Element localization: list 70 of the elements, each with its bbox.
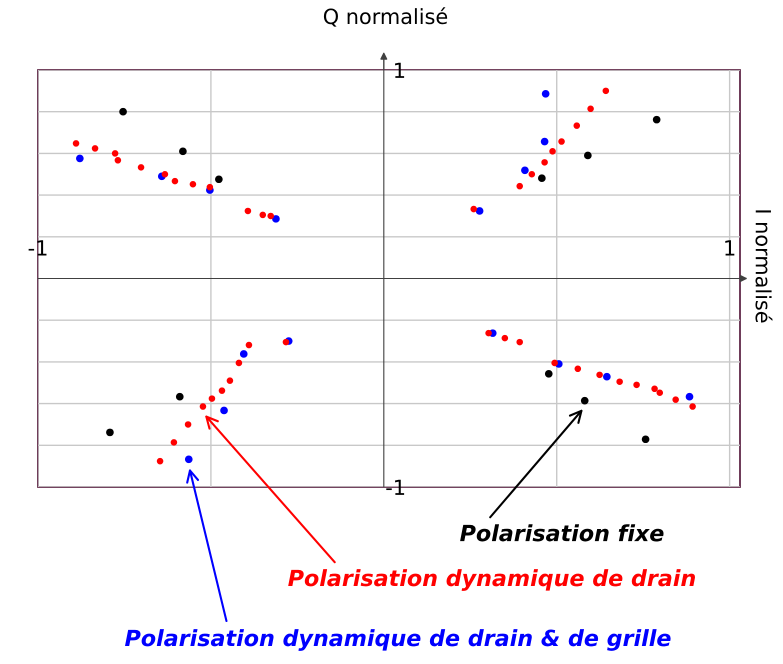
text: I normalisé [755, 210, 772, 322]
point [236, 360, 242, 366]
point [176, 392, 184, 401]
point [596, 372, 603, 378]
point [642, 435, 650, 444]
point [119, 108, 127, 116]
point [184, 455, 193, 464]
point [215, 175, 223, 184]
point [602, 88, 610, 94]
point [218, 387, 226, 394]
point [580, 396, 589, 404]
point [516, 338, 523, 346]
point [172, 178, 178, 184]
point [240, 350, 248, 358]
point [574, 122, 580, 129]
point [208, 395, 216, 402]
point [106, 428, 114, 436]
point [485, 330, 492, 336]
point [184, 421, 192, 428]
point [544, 370, 553, 378]
point [587, 106, 594, 112]
point [200, 403, 206, 410]
point [112, 150, 118, 157]
point [584, 152, 592, 160]
point [541, 159, 548, 166]
point [521, 166, 529, 174]
point [114, 157, 122, 164]
point [502, 334, 508, 342]
point [616, 378, 623, 385]
point [538, 174, 546, 182]
text: Polarisation dynamique de drain & de grille [125, 629, 671, 651]
point [651, 386, 658, 392]
point [686, 392, 694, 401]
point [282, 338, 290, 346]
point [656, 390, 664, 396]
point [476, 207, 484, 215]
point [260, 212, 266, 218]
point [162, 170, 168, 178]
point [206, 184, 214, 190]
point [652, 116, 660, 124]
point [226, 377, 234, 384]
point [220, 406, 228, 414]
point [246, 342, 252, 348]
point [549, 148, 556, 155]
point [156, 458, 164, 464]
point [551, 360, 558, 366]
point [138, 164, 144, 171]
point [170, 439, 178, 446]
point [190, 181, 196, 188]
point [574, 366, 582, 372]
point [244, 208, 252, 214]
point [540, 138, 548, 146]
point [516, 182, 523, 190]
text: Polarisation fixe [460, 524, 664, 542]
point [603, 372, 611, 381]
point [470, 206, 477, 212]
point [92, 145, 98, 152]
point [528, 170, 536, 178]
y-axis-title: Q normalisé [324, 7, 448, 27]
point [672, 396, 679, 403]
point [633, 382, 640, 388]
point [272, 215, 280, 223]
point [76, 154, 84, 162]
point [267, 212, 274, 220]
text: Polarisation dynamique de drain [288, 569, 695, 591]
point [689, 403, 696, 410]
point [179, 148, 187, 156]
point [72, 140, 80, 147]
point [558, 138, 565, 145]
point [542, 90, 550, 98]
